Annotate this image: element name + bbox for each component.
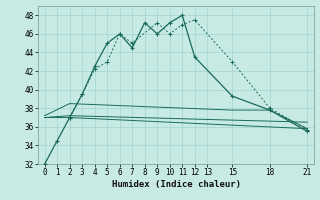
X-axis label: Humidex (Indice chaleur): Humidex (Indice chaleur) (111, 180, 241, 189)
